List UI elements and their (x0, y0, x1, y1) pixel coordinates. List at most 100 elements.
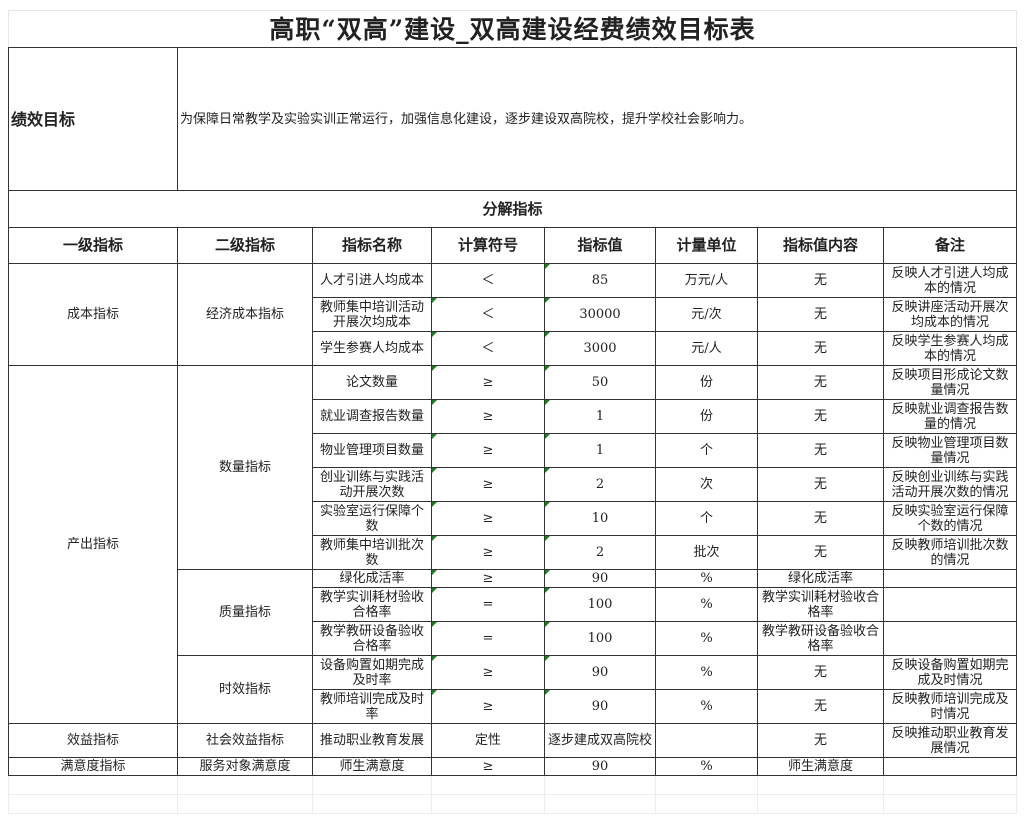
level1-indicator-cell[interactable]: 产出指标 (8, 365, 178, 724)
empty-cell[interactable] (8, 794, 178, 814)
unit-cell[interactable]: 元/次 (655, 297, 758, 332)
target-value-cell[interactable]: 90 (544, 757, 656, 776)
operator-cell[interactable]: ≥ (431, 365, 545, 400)
remark-cell[interactable] (882, 621, 1018, 656)
indicator-name-cell[interactable]: 就业调查报告数量 (312, 399, 432, 434)
unit-cell[interactable]: % (655, 569, 758, 588)
value-content-cell[interactable]: 绿化成活率 (757, 569, 884, 588)
unit-cell[interactable]: 个 (655, 433, 758, 468)
operator-cell[interactable]: ≥ (431, 655, 545, 690)
unit-cell[interactable]: 份 (655, 399, 758, 434)
level2-indicator-cell[interactable]: 服务对象满意度 (177, 757, 313, 776)
operator-cell[interactable]: ≥ (431, 569, 545, 588)
remark-cell[interactable]: 反映项目形成论文数量情况 (882, 365, 1018, 400)
operator-cell[interactable]: ＜ (431, 263, 545, 298)
indicator-name-cell[interactable]: 推动职业教育发展 (312, 723, 432, 758)
value-content-cell[interactable]: 无 (757, 501, 884, 536)
remark-cell[interactable]: 反映实验室运行保障个数的情况 (882, 501, 1018, 536)
indicator-name-cell[interactable]: 教师培训完成及时率 (312, 689, 432, 724)
indicator-name-cell[interactable]: 实验室运行保障个数 (312, 501, 432, 536)
indicator-name-cell[interactable]: 教师集中培训批次数 (312, 535, 432, 570)
column-header[interactable]: 备注 (882, 227, 1018, 264)
empty-cell[interactable] (312, 794, 432, 814)
goal-label[interactable]: 绩效目标 (8, 47, 178, 191)
value-content-cell[interactable]: 无 (757, 655, 884, 690)
indicator-name-cell[interactable]: 教师集中培训活动开展次均成本 (312, 297, 432, 332)
unit-cell[interactable]: % (655, 757, 758, 776)
remark-cell[interactable]: 反映物业管理项目数量情况 (882, 433, 1018, 468)
target-value-cell[interactable]: 30000 (544, 297, 656, 332)
unit-cell[interactable]: 万元/人 (655, 263, 758, 298)
remark-cell[interactable]: 反映推动职业教育发展情况 (882, 723, 1018, 758)
indicator-name-cell[interactable]: 教学实训耗材验收合格率 (312, 587, 432, 622)
operator-cell[interactable]: ≥ (431, 399, 545, 434)
operator-cell[interactable]: ≥ (431, 467, 545, 502)
value-content-cell[interactable]: 无 (757, 689, 884, 724)
operator-cell[interactable]: 定性 (431, 723, 545, 758)
unit-cell[interactable]: 元/人 (655, 331, 758, 366)
target-value-cell[interactable]: 50 (544, 365, 656, 400)
indicator-name-cell[interactable]: 学生参赛人均成本 (312, 331, 432, 366)
unit-cell[interactable]: % (655, 621, 758, 656)
target-value-cell[interactable]: 90 (544, 655, 656, 690)
value-content-cell[interactable]: 师生满意度 (757, 757, 884, 776)
unit-cell[interactable]: % (655, 689, 758, 724)
operator-cell[interactable]: ≥ (431, 433, 545, 468)
column-header[interactable]: 一级指标 (8, 227, 178, 264)
level2-indicator-cell[interactable]: 社会效益指标 (177, 723, 313, 758)
empty-cell[interactable] (757, 794, 884, 814)
indicator-name-cell[interactable]: 师生满意度 (312, 757, 432, 776)
column-header[interactable]: 指标值内容 (757, 227, 884, 264)
empty-cell[interactable] (431, 794, 545, 814)
target-value-cell[interactable]: 1 (544, 399, 656, 434)
column-header[interactable]: 指标名称 (312, 227, 432, 264)
target-value-cell[interactable]: 2 (544, 535, 656, 570)
target-value-cell[interactable]: 1 (544, 433, 656, 468)
value-content-cell[interactable]: 无 (757, 433, 884, 468)
indicator-name-cell[interactable]: 教学教研设备验收合格率 (312, 621, 432, 656)
unit-cell[interactable]: 批次 (655, 535, 758, 570)
operator-cell[interactable]: ≥ (431, 535, 545, 570)
column-header[interactable]: 二级指标 (177, 227, 313, 264)
level1-indicator-cell[interactable]: 效益指标 (8, 723, 178, 758)
target-value-cell[interactable]: 90 (544, 689, 656, 724)
empty-cell[interactable] (312, 775, 432, 795)
remark-cell[interactable]: 反映就业调查报告数量的情况 (882, 399, 1018, 434)
remark-cell[interactable]: 反映讲座活动开展次均成本的情况 (882, 297, 1018, 332)
remark-cell[interactable] (882, 757, 1018, 776)
indicator-name-cell[interactable]: 人才引进人均成本 (312, 263, 432, 298)
operator-cell[interactable]: = (431, 621, 545, 656)
indicator-name-cell[interactable]: 论文数量 (312, 365, 432, 400)
unit-cell[interactable]: 次 (655, 467, 758, 502)
level2-indicator-cell[interactable]: 质量指标 (177, 569, 313, 656)
value-content-cell[interactable]: 教学教研设备验收合格率 (757, 621, 884, 656)
empty-cell[interactable] (882, 794, 1018, 814)
value-content-cell[interactable]: 无 (757, 399, 884, 434)
empty-cell[interactable] (882, 775, 1018, 795)
column-header[interactable]: 计量单位 (655, 227, 758, 264)
indicator-name-cell[interactable]: 设备购置如期完成及时率 (312, 655, 432, 690)
target-value-cell[interactable]: 逐步建成双高院校 (544, 723, 656, 758)
target-value-cell[interactable]: 3000 (544, 331, 656, 366)
empty-cell[interactable] (655, 794, 758, 814)
empty-cell[interactable] (431, 775, 545, 795)
operator-cell[interactable]: = (431, 587, 545, 622)
value-content-cell[interactable]: 无 (757, 297, 884, 332)
operator-cell[interactable]: ＜ (431, 297, 545, 332)
value-content-cell[interactable]: 无 (757, 365, 884, 400)
target-value-cell[interactable]: 100 (544, 587, 656, 622)
value-content-cell[interactable]: 无 (757, 331, 884, 366)
unit-cell[interactable] (655, 723, 758, 758)
unit-cell[interactable]: 个 (655, 501, 758, 536)
unit-cell[interactable]: 份 (655, 365, 758, 400)
value-content-cell[interactable]: 无 (757, 467, 884, 502)
section-label[interactable]: 分解指标 (7, 190, 1018, 228)
remark-cell[interactable]: 反映学生参赛人均成本的情况 (882, 331, 1018, 366)
target-value-cell[interactable]: 85 (544, 263, 656, 298)
remark-cell[interactable]: 反映创业训练与实践活动开展次数的情况 (882, 467, 1018, 502)
value-content-cell[interactable]: 教学实训耗材验收合格率 (757, 587, 884, 622)
operator-cell[interactable]: ＜ (431, 331, 545, 366)
target-value-cell[interactable]: 90 (544, 569, 656, 588)
empty-cell[interactable] (757, 775, 884, 795)
remark-cell[interactable]: 反映教师培训完成及时情况 (882, 689, 1018, 724)
